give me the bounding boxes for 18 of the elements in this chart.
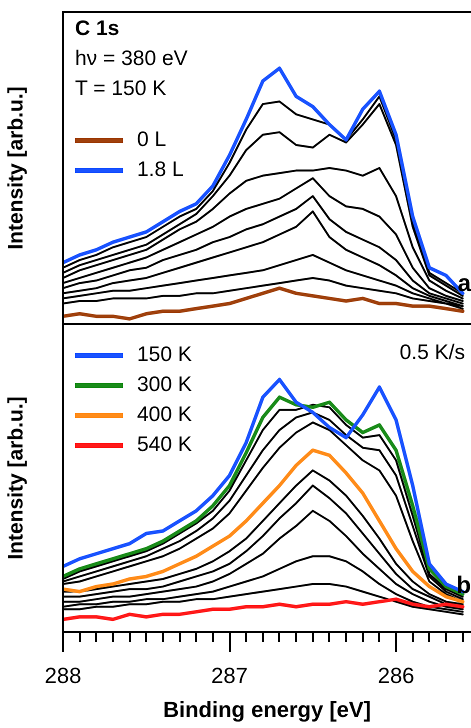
x-tick-label: 286 [378,663,414,688]
text: C 1s [75,17,120,40]
annotation: b [456,572,471,599]
x-axis-title: Binding energy [eV] [163,696,371,722]
legend-label: 540 K [137,433,192,457]
legend-label: 150 K [137,343,192,367]
legend-label: 0 L [137,128,166,152]
y-axis-title: Intensity [arb.u.] [4,86,28,250]
annotation: hν = 380 eV [75,47,188,70]
x-tick-label: 287 [211,663,248,688]
legend-label: 400 K [137,403,192,427]
y-axis-title: Intensity [arb.u.] [4,396,28,560]
annotation: T = 150 K [75,77,166,100]
x-tick-label: 288 [44,663,82,688]
legend-label: 1.8 L [137,158,184,182]
text: 0.5 K/s [400,341,465,364]
annotation: a [458,270,471,297]
legend-label: 300 K [137,373,192,397]
